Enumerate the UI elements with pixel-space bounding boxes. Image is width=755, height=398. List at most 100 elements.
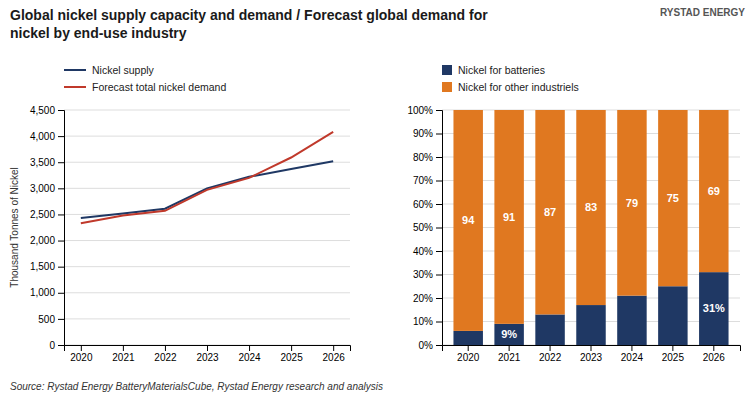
x-tick-mark [165,345,166,351]
x-tick: 2024 [238,345,261,363]
y-tick-mark [58,136,64,137]
x-tick-mark [550,345,551,351]
title: Global nickel supply capacity and demand… [10,7,488,41]
line-chart: 05001,0001,5002,0002,5003,0003,5004,0004… [9,64,351,363]
y-tick-label: 80% [413,152,433,163]
y-tick: 500 [38,314,64,325]
x-tick-label: 2021 [112,352,135,363]
y-tick-label: 90% [413,128,433,139]
x-tick-label: 2022 [539,352,562,363]
bar [494,110,523,324]
x-tick-mark [713,345,714,351]
y-tick: 80% [413,152,442,163]
data-label: 31% [703,302,725,314]
y-tick-mark [58,162,64,163]
x-tick-label: 2025 [662,352,685,363]
y-tick: 3,500 [30,157,64,168]
y-tick-label: 70% [413,175,433,186]
bar [699,110,728,272]
y-tick: 60% [413,199,442,210]
bar [658,110,687,286]
grid-line [64,162,350,163]
y-tick-mark [58,293,64,294]
x-tick-mark [468,345,469,351]
y-axis-line [58,111,65,346]
data-label: 91 [503,211,515,223]
bar [535,110,564,314]
y-tick: 4,000 [30,131,64,142]
x-tick: 2021 [498,345,521,363]
x-tick: 2025 [280,345,303,363]
legend-label: Nickel for other industriels [458,81,579,93]
x-tick: 2021 [112,345,135,363]
y-axis: 0%10%20%30%40%50%60%70%80%90%100% [407,105,442,351]
y-tick: 0 [49,340,64,351]
grid-line [64,292,350,293]
y-tick-mark [436,298,442,299]
y-tick-label: 3,000 [30,183,55,194]
plot-area [453,110,728,345]
x-tick-mark [631,345,632,351]
title-line: Global nickel supply capacity and demand… [10,7,488,23]
y-tick-label: 3,500 [30,157,55,168]
y-tick-mark [436,157,442,158]
bar [453,110,482,331]
y-tick: 1,500 [30,261,64,272]
y-tick-label: 40% [413,246,433,257]
x-tick: 2025 [662,345,685,363]
x-tick: 2022 [539,345,562,363]
y-tick: 100% [407,105,442,116]
bar [658,286,687,345]
x-tick-mark [509,345,510,351]
x-tick-label: 2023 [196,352,219,363]
x-tick-mark [249,345,250,351]
grid [442,110,740,345]
y-tick: 20% [413,293,442,304]
y-axis-line [436,111,443,346]
y-tick-mark [58,345,64,346]
y-tick-label: 2,000 [30,235,55,246]
x-tick: 2020 [457,345,480,363]
y-tick-mark [58,319,64,320]
y-tick-mark [58,188,64,189]
title-line: nickel by end-use industry [10,25,187,41]
bar [617,296,646,345]
y-tick: 40% [413,246,442,257]
x-tick-mark [207,345,208,351]
data-label: 94 [462,214,475,226]
y-tick-mark [436,181,442,182]
y-axis: 05001,0001,5002,0002,5003,0003,5004,0004… [30,105,65,351]
x-tick-mark [333,345,334,351]
x-tick-label: 2022 [154,352,177,363]
legend-label: Nickel for batteries [458,64,545,76]
y-tick-label: 60% [413,199,433,210]
y-tick-mark [436,228,442,229]
x-axis-line [443,346,741,352]
grid-line [64,240,350,241]
y-tick-label: 30% [413,269,433,280]
x-tick-label: 2024 [238,352,261,363]
x-tick: 2026 [703,345,726,363]
x-tick: 2026 [323,345,346,363]
y-tick: 2,000 [30,235,64,246]
data-label: 69 [708,185,720,197]
y-tick-mark [436,110,442,111]
x-tick: 2023 [196,345,219,363]
figure: Global nickel supply capacity and demand… [0,0,755,398]
bar [494,324,523,345]
y-tick: 50% [413,222,442,233]
y-tick-mark [436,134,442,135]
x-tick: 2024 [621,345,644,363]
y-tick-label: 50% [413,222,433,233]
data-label: 79 [626,197,638,209]
y-tick-mark [58,214,64,215]
x-tick-label: 2026 [703,352,726,363]
y-tick-label: 1,500 [30,261,55,272]
legend-swatch [64,86,86,88]
y-tick-mark [58,267,64,268]
annotation: RYSTAD ENERGY [660,7,745,18]
bar-chart: 0%10%20%30%40%50%60%70%80%90%100%2020202… [407,64,740,363]
y-tick: 70% [413,175,442,186]
x-tick-label: 2024 [621,352,644,363]
x-tick-label: 2023 [580,352,603,363]
